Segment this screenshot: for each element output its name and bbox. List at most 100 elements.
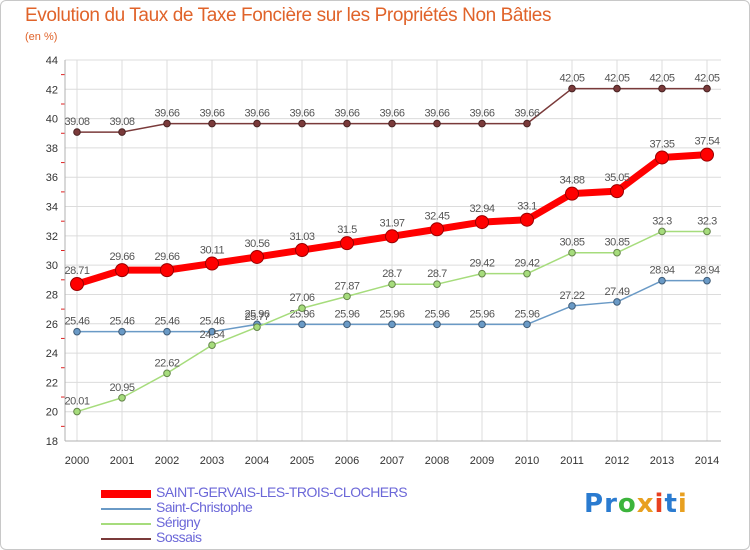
data-label: 30.85	[559, 237, 584, 249]
proxiti-logo: Proxiti	[584, 489, 688, 519]
data-label: 28.7	[382, 268, 402, 280]
data-point	[703, 227, 711, 236]
x-tick-label: 2005	[290, 455, 314, 467]
data-label: 25.46	[109, 316, 134, 328]
data-point	[208, 341, 216, 349]
x-tick-label: 2007	[380, 455, 404, 467]
data-label: 30.85	[604, 237, 629, 249]
data-label: 39.66	[514, 108, 539, 120]
data-point	[253, 323, 261, 331]
data-point	[568, 248, 576, 257]
data-label: 31.03	[289, 231, 314, 243]
legend-label: Sossais	[156, 529, 202, 545]
data-label: 29.66	[154, 251, 179, 263]
data-point	[475, 215, 489, 230]
data-point	[343, 292, 351, 301]
data-label: 31.97	[379, 217, 404, 229]
y-tick-label: 30	[46, 260, 58, 272]
legend-label: Sérigny	[156, 514, 200, 530]
data-point	[565, 186, 579, 201]
data-point	[163, 369, 171, 378]
data-label: 28.71	[64, 265, 89, 277]
legend-swatch	[101, 508, 151, 510]
logo-letter: r	[604, 489, 618, 519]
chart-title: Evolution du Taux de Taxe Foncière sur l…	[25, 5, 552, 26]
x-tick-label: 2010	[515, 455, 539, 467]
data-label: 39.66	[334, 108, 359, 120]
data-label: 37.54	[694, 136, 719, 148]
data-point	[298, 320, 306, 329]
data-label: 39.66	[289, 108, 314, 120]
data-point	[388, 320, 396, 329]
data-point	[340, 236, 354, 251]
legend-label: SAINT-GERVAIS-LES-TROIS-CLOCHERS	[156, 484, 408, 500]
y-tick-label: 38	[46, 143, 58, 155]
data-label: 39.66	[244, 108, 269, 120]
data-point	[385, 229, 399, 244]
x-tick-label: 2004	[245, 455, 269, 467]
data-point	[478, 119, 486, 128]
data-label: 29.42	[514, 258, 539, 270]
x-tick-label: 2008	[425, 455, 449, 467]
data-point	[388, 119, 396, 128]
data-point	[70, 277, 84, 292]
logo-letter: o	[617, 489, 637, 519]
data-label: 25.96	[469, 308, 494, 320]
x-tick-label: 2011	[560, 455, 584, 467]
data-point	[655, 150, 669, 165]
data-label: 25.96	[424, 308, 449, 320]
data-point	[298, 304, 306, 313]
data-point	[163, 327, 171, 336]
data-point	[205, 256, 219, 271]
data-point	[433, 119, 441, 128]
y-tick-label: 18	[46, 436, 58, 448]
data-point	[343, 320, 351, 329]
legend-swatch	[101, 538, 151, 540]
data-point	[568, 302, 576, 310]
data-label: 42.05	[649, 73, 674, 85]
data-label: 33.1	[517, 201, 537, 213]
data-label: 35.05	[604, 172, 629, 184]
chart-subtitle: (en %)	[25, 31, 58, 43]
data-point	[658, 84, 666, 93]
legend-label: Saint-Christophe	[156, 499, 253, 515]
data-point	[658, 276, 666, 285]
x-tick-label: 2014	[695, 455, 719, 467]
data-point	[613, 248, 621, 257]
data-point	[700, 147, 714, 162]
logo-letter: P	[584, 489, 605, 519]
data-label: 39.66	[469, 108, 494, 120]
data-label: 39.66	[154, 108, 179, 120]
data-point	[523, 320, 531, 329]
y-tick-label: 32	[46, 231, 58, 243]
y-tick-label: 40	[46, 114, 58, 126]
logo-letter: i	[654, 489, 665, 519]
y-tick-label: 24	[46, 348, 58, 360]
data-point	[73, 128, 81, 136]
data-label: 30.56	[244, 238, 269, 250]
data-label: 32.94	[469, 203, 494, 215]
data-label: 42.05	[559, 73, 584, 85]
data-point	[703, 276, 711, 285]
data-point	[388, 280, 396, 289]
y-tick-label: 34	[46, 202, 58, 214]
data-label: 25.96	[379, 308, 404, 320]
y-tick-label: 20	[46, 407, 58, 419]
data-point	[613, 84, 621, 93]
data-label: 25.46	[154, 316, 179, 328]
data-point	[250, 249, 264, 264]
data-label: 32.3	[652, 215, 672, 227]
data-label: 20.95	[109, 382, 134, 394]
data-label: 32.3	[697, 215, 717, 227]
data-point	[478, 269, 486, 278]
data-label: 27.87	[334, 280, 359, 292]
data-point	[118, 393, 126, 402]
data-label: 42.05	[604, 73, 629, 85]
data-label: 29.42	[469, 258, 494, 270]
data-point	[73, 327, 81, 336]
data-point	[523, 269, 531, 278]
x-tick-label: 2013	[650, 455, 674, 467]
data-label: 39.66	[199, 108, 224, 120]
data-point	[568, 84, 576, 93]
